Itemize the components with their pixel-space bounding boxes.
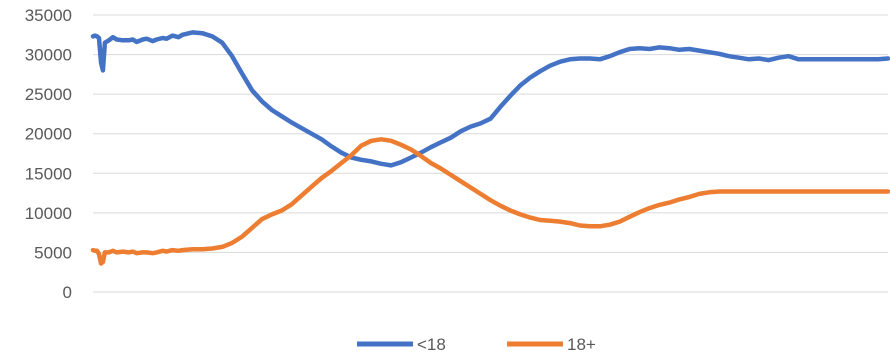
y-tick-label: 25000 [25,85,72,104]
y-axis-tick-labels: 0 5000 10000 15000 20000 25000 30000 35000 [25,6,72,302]
y-tick-label: 15000 [25,164,72,183]
y-tick-label: 30000 [25,46,72,65]
legend: <18 18+ [357,335,596,354]
series-line-1 [90,137,890,266]
y-tick-label: 20000 [25,125,72,144]
series-lines [90,30,890,266]
legend-label-0: <18 [417,335,446,354]
series-line-0 [90,30,890,168]
gridlines [93,14,888,293]
y-tick-label: 10000 [25,204,72,223]
y-tick-label: 5000 [34,243,72,262]
legend-label-1: 18+ [567,335,596,354]
y-tick-label: 0 [63,283,72,302]
y-tick-label: 35000 [25,6,72,25]
